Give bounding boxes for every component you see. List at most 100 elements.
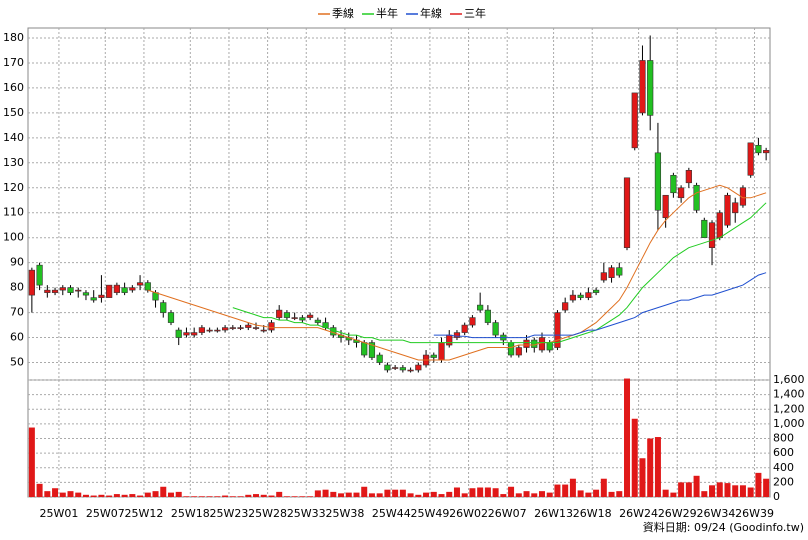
- candle-body: [191, 332, 198, 336]
- candle-body: [616, 267, 623, 276]
- candle-body: [415, 364, 422, 371]
- volume-bar: [508, 486, 515, 497]
- candle-body: [623, 177, 631, 248]
- candle-body: [701, 219, 708, 239]
- candle-body: [113, 284, 120, 293]
- candle-body: [299, 317, 306, 321]
- volume-bar: [446, 491, 453, 497]
- candle-body: [708, 222, 716, 248]
- candle-body: [763, 150, 770, 154]
- volume-bar: [724, 483, 731, 497]
- volume-bar: [678, 482, 685, 497]
- volume-bar: [492, 488, 499, 497]
- volume-bar: [137, 495, 144, 497]
- y2-tick-label: 800: [773, 432, 794, 445]
- volume-bar: [322, 489, 329, 497]
- volume-bar: [283, 496, 290, 497]
- y-tick-label: 130: [3, 156, 24, 169]
- volume-bar: [307, 496, 314, 497]
- candle-body: [639, 60, 646, 114]
- volume-bar: [59, 492, 66, 497]
- volume-bar: [685, 482, 692, 497]
- volume-bar: [28, 427, 35, 497]
- candle-body: [245, 324, 252, 328]
- volume-bar: [523, 491, 530, 497]
- volume-bar: [129, 494, 136, 497]
- y2-tick-label: 1,600: [773, 373, 805, 386]
- volume-bar: [500, 494, 507, 497]
- candle-body: [732, 202, 739, 214]
- volume-bar: [368, 493, 375, 497]
- legend-label: 半年: [376, 6, 398, 20]
- candle-body: [747, 142, 754, 176]
- candle-body: [268, 322, 275, 331]
- volume-bar: [198, 496, 205, 497]
- candle-body: [229, 327, 236, 329]
- x-tick-label: 25W12: [125, 507, 164, 520]
- volume-bar: [106, 495, 113, 497]
- candle-body: [106, 284, 113, 298]
- volume-bar: [647, 438, 654, 497]
- candle-body: [562, 302, 569, 311]
- ma-line: [433, 272, 767, 339]
- x-tick-label: 25W18: [171, 507, 210, 520]
- volume-bar: [670, 492, 677, 497]
- candle-body: [283, 312, 291, 318]
- x-tick-label: 26W24: [619, 507, 658, 520]
- volume-bar: [67, 491, 74, 497]
- y-tick-label: 150: [3, 106, 24, 119]
- candle-body: [453, 332, 461, 338]
- volume-bar: [113, 494, 120, 497]
- candle-body: [654, 152, 662, 211]
- volume-bar: [477, 487, 484, 497]
- candle-body: [90, 297, 97, 301]
- volume-bar: [98, 494, 105, 497]
- candle-body: [693, 184, 700, 211]
- volume-bar: [732, 485, 739, 497]
- volume-bar: [600, 478, 607, 497]
- candle-body: [206, 329, 213, 332]
- volume-bar: [90, 495, 97, 497]
- volume-bar: [747, 487, 754, 497]
- candle-body: [136, 282, 144, 286]
- volume-bar: [469, 488, 476, 497]
- volume-bar: [577, 490, 584, 497]
- x-tick-label: 26W39: [735, 507, 774, 520]
- volume-bar: [299, 496, 306, 497]
- candle-body: [221, 327, 229, 331]
- candle-body: [592, 289, 600, 293]
- candle-body: [461, 324, 468, 333]
- y2-tick-label: 600: [773, 446, 794, 459]
- candle-body: [662, 194, 669, 219]
- candle-body: [129, 287, 136, 291]
- x-tick-label: 25W01: [39, 507, 78, 520]
- candle-body: [600, 272, 607, 281]
- candle-body: [392, 367, 399, 369]
- volume-bar: [430, 491, 437, 497]
- volume-bar: [36, 483, 43, 497]
- candle-body: [214, 329, 221, 332]
- volume-bar: [82, 494, 89, 497]
- candle-body: [44, 289, 51, 293]
- candle-body: [167, 312, 175, 323]
- volume-bar: [206, 496, 213, 497]
- volume-bar: [399, 489, 406, 497]
- volume-bar: [260, 494, 267, 497]
- candle-body: [430, 354, 437, 358]
- y2-tick-label: 200: [773, 475, 794, 488]
- volume-bar: [214, 496, 221, 497]
- volume-bar: [152, 491, 159, 497]
- x-tick-label: 26W18: [573, 507, 612, 520]
- candle-body: [469, 317, 476, 326]
- volume-bar: [175, 491, 182, 497]
- x-tick-label: 25W44: [372, 507, 411, 520]
- x-tick-label: 25W38: [325, 507, 364, 520]
- legend-label: 三年: [464, 6, 486, 20]
- candle-body: [198, 327, 206, 333]
- x-tick-label: 26W02: [449, 507, 488, 520]
- volume-bar: [338, 493, 345, 497]
- y2-tick-label: 1,400: [773, 388, 805, 401]
- candle-body: [368, 342, 376, 358]
- legend-label: 季線: [332, 6, 354, 20]
